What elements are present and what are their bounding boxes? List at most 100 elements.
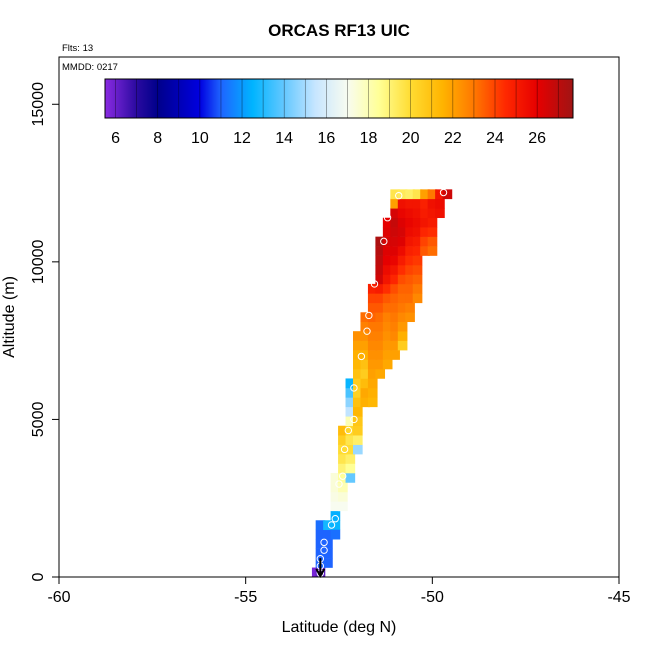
heatmap-cell	[405, 217, 415, 228]
heatmap-cell	[412, 208, 423, 219]
date-annotation: MMDD: 0217	[62, 62, 118, 73]
heatmap-cell	[360, 359, 371, 370]
heatmap-cell	[405, 236, 415, 247]
flight-marker	[327, 521, 336, 529]
heatmap-cell	[338, 491, 348, 502]
heatmap-cell	[345, 435, 356, 445]
heatmap-cell	[315, 539, 326, 549]
colorbar-tick-label: 16	[317, 130, 335, 147]
heatmap-cell	[338, 501, 348, 512]
colorbar-tick-label: 22	[444, 130, 462, 147]
heatmap-cell	[323, 529, 333, 540]
heatmap-cell	[345, 416, 356, 427]
heatmap-cell	[360, 331, 371, 341]
y-axis-label: Altitude (m)	[1, 276, 18, 358]
heatmap-cell	[382, 227, 393, 237]
heatmap-cell	[375, 265, 386, 275]
heatmap-cell	[382, 274, 393, 285]
heatmap-cell	[375, 331, 386, 341]
heatmap-cell	[390, 227, 400, 237]
heatmap-cell	[412, 217, 423, 228]
heatmap-cell	[390, 302, 400, 313]
flight-marker	[439, 188, 448, 197]
heatmap-cell	[405, 293, 415, 304]
chart-title: ORCAS RF13 UIC	[268, 21, 410, 40]
flight-marker	[340, 445, 349, 454]
flight-marker	[357, 352, 366, 361]
flight-marker	[339, 472, 347, 480]
heatmap-cell	[360, 312, 371, 323]
heatmap-cell	[382, 246, 393, 256]
heatmap-cell	[345, 397, 356, 408]
descent-arrow	[315, 558, 326, 579]
heatmap-cell	[330, 473, 341, 483]
heatmap-cell	[360, 369, 371, 379]
heatmap-cell	[397, 227, 408, 237]
heatmap-cell	[412, 227, 423, 237]
colorbar-tick-label: 24	[486, 130, 504, 147]
heatmap-cell	[338, 463, 348, 474]
heatmap-cell	[367, 340, 378, 351]
flights-annotation: Flts: 13	[62, 43, 93, 54]
heatmap-cell	[315, 520, 326, 531]
heatmap-cell	[405, 265, 415, 275]
heatmap-cell	[353, 331, 363, 341]
heatmap-cell	[353, 425, 363, 436]
flight-marker	[331, 515, 339, 523]
colorbar-tick-label: 18	[360, 130, 378, 147]
y-tick-label: 0	[30, 572, 47, 581]
flight-marker	[350, 415, 358, 424]
heatmap-cell	[367, 369, 378, 379]
heatmap-cell	[338, 473, 348, 483]
flight-markers	[316, 188, 448, 577]
heatmap-cell	[360, 378, 371, 389]
x-axis-label: Latitude (deg N)	[282, 619, 397, 636]
heatmap-cell	[375, 340, 386, 351]
heatmap-cell	[420, 236, 430, 247]
heatmap-cell	[367, 378, 378, 389]
heatmap-cell	[367, 283, 378, 294]
heatmap-cell	[412, 236, 423, 247]
heatmap-cell	[390, 265, 400, 275]
heatmap-cell	[405, 312, 415, 323]
heatmap-cell	[397, 312, 408, 323]
heatmap-cell	[375, 350, 386, 360]
colorbar-tick-label: 20	[402, 130, 420, 147]
heatmap-cell	[390, 331, 400, 341]
heatmap-cell	[338, 425, 348, 436]
heatmap-cell	[405, 302, 415, 313]
heatmap-cell	[412, 265, 423, 275]
heatmap-cell	[375, 312, 386, 323]
heatmap-cell	[353, 350, 363, 360]
heatmap-cell	[367, 387, 378, 398]
heatmap-cell	[390, 283, 400, 294]
colorbar-tick-label: 6	[111, 130, 120, 147]
heatmap-cell	[427, 217, 438, 228]
heatmap-cell	[390, 246, 400, 256]
heatmap-cell	[375, 321, 386, 332]
heatmap-cell	[353, 397, 363, 408]
heatmap-cell	[367, 331, 378, 341]
heatmap-cell	[345, 444, 356, 455]
heatmap-cell	[390, 198, 400, 209]
heatmap-cell	[338, 435, 348, 445]
heatmap-cell	[390, 208, 400, 219]
heatmap-cell	[397, 236, 408, 247]
colorbar-bar	[104, 78, 574, 119]
heatmap-cell	[330, 482, 341, 493]
heatmap-cell	[338, 454, 348, 464]
heatmap-cell	[375, 369, 386, 379]
heatmap-cell	[397, 302, 408, 313]
heatmap-cell	[382, 350, 393, 360]
heatmap-cell	[353, 406, 363, 417]
colorbar-tick-label: 14	[275, 130, 293, 147]
colorbar: 6 8 10 12 14 16 18 20 22 24 26	[104, 78, 574, 147]
heatmap-cell	[405, 227, 415, 237]
heatmap-cell	[390, 274, 400, 285]
heatmap-cell	[382, 302, 393, 313]
heatmap-cell	[397, 274, 408, 285]
heatmap-cell	[382, 236, 393, 247]
x-tick-label: -60	[47, 589, 70, 606]
heatmap-cell	[427, 208, 438, 219]
heatmap-cell	[420, 227, 430, 237]
